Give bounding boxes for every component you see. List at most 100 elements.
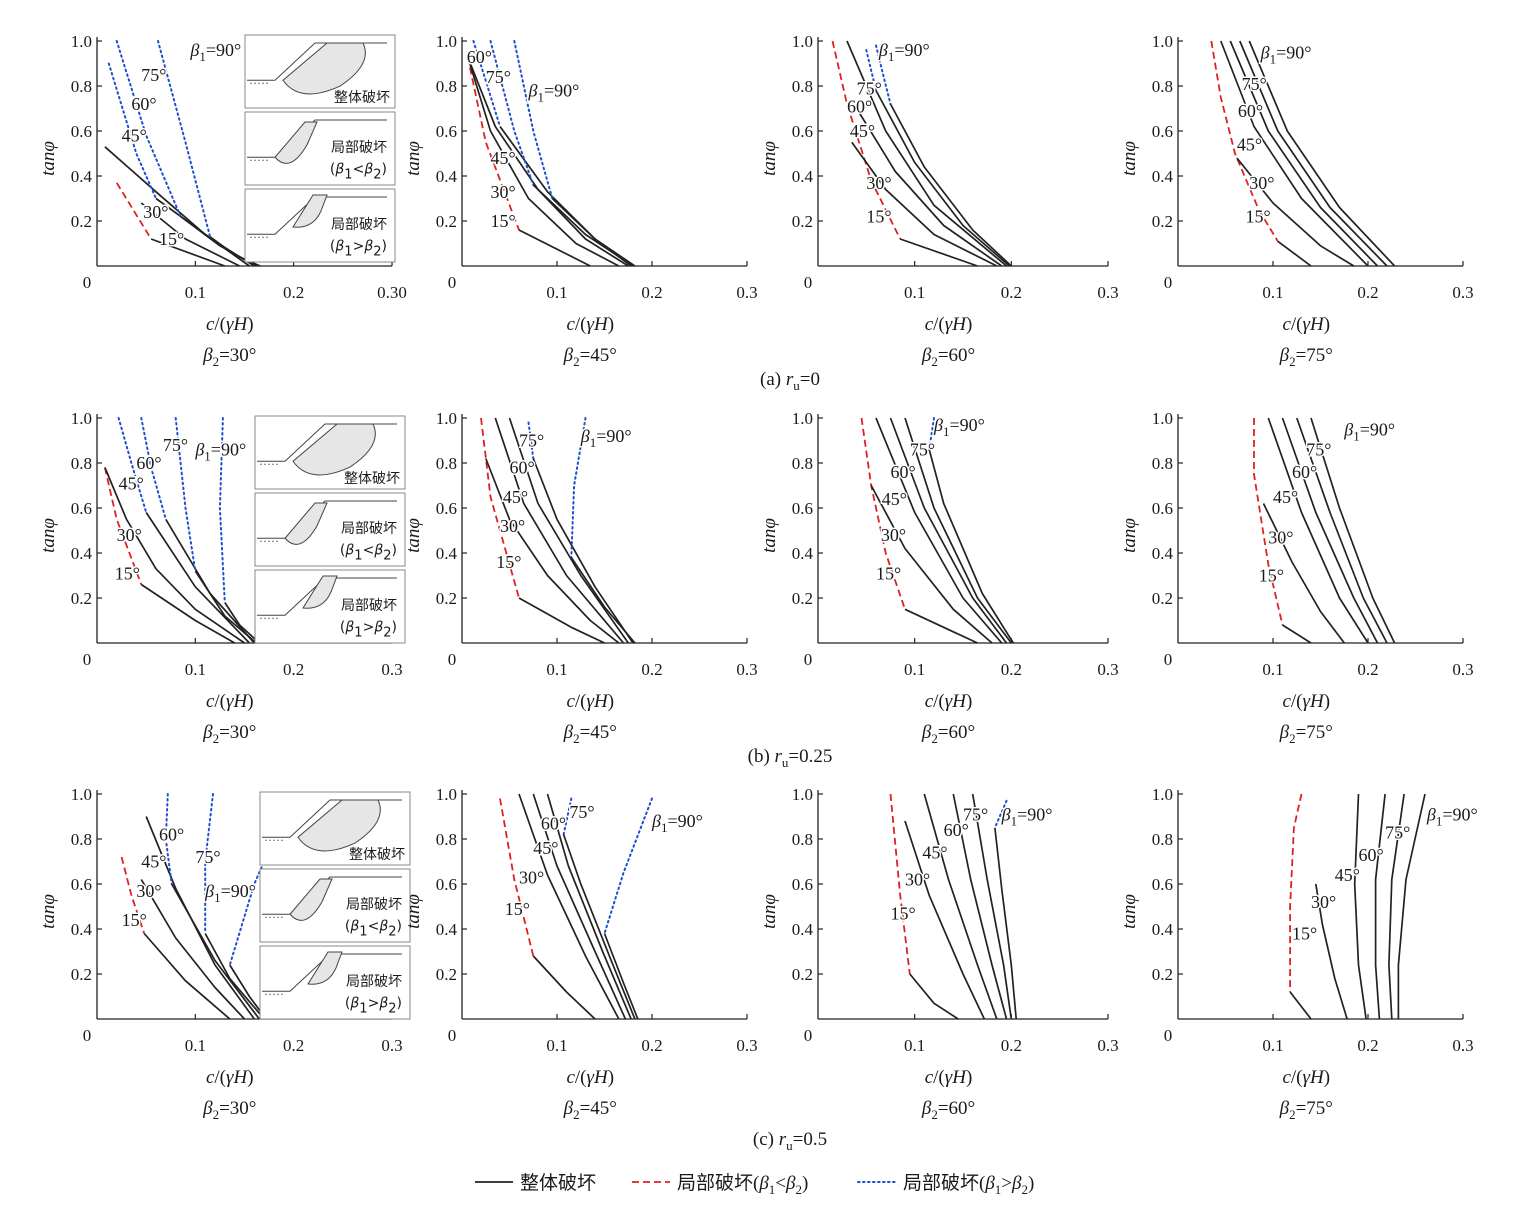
y-tick-label: 0.6 (1152, 499, 1173, 518)
series-beta1-15 (1289, 793, 1312, 1020)
curve-segment-dotted (489, 40, 535, 186)
curve-label: 45° (122, 126, 147, 146)
y-tick-label: 0.6 (1152, 122, 1173, 141)
row-c: 0.2 0.4 0.6 0.8 1.0 0 0.1 0.2 0.3 tanφ c/(γH) β2​=3… (38, 785, 1479, 1153)
origin-label: 0 (83, 650, 92, 669)
curve-label: 45° (491, 148, 516, 168)
curve-segment-solid (562, 834, 636, 1020)
curve-segment-solid (846, 40, 1008, 267)
series-beta1-45 (923, 793, 998, 1020)
curve-label: 45° (533, 838, 558, 858)
y-tick-label: 0.2 (436, 589, 457, 608)
y-tick-label: 0.8 (436, 830, 457, 849)
inset-label-overall: 整体破坏 (334, 90, 390, 106)
series-beta1-45 (875, 417, 1003, 644)
curve-segment-solid (928, 449, 1015, 644)
series-beta1-90 (603, 797, 653, 1020)
y-axis-label: tanφ (403, 518, 424, 553)
y-tick-label: 1.0 (71, 32, 92, 51)
series-beta1-60 (1374, 793, 1386, 1020)
curve-segment-dotted (107, 62, 157, 200)
curve-segment-solid (508, 417, 629, 644)
series-beta1-30 (140, 879, 246, 1020)
x-axis-label: c/(γH) (925, 691, 973, 712)
curve-label: 45° (503, 487, 528, 507)
x-tick-label: 0.3 (736, 660, 757, 679)
series-beta1-75 (1239, 40, 1388, 267)
y-tick-label: 1.0 (71, 785, 92, 804)
curve-label: 45° (141, 852, 166, 872)
series-beta1-75 (971, 793, 1013, 1020)
y-tick-label: 0.6 (792, 122, 813, 141)
y-tick-label: 0.8 (1152, 77, 1173, 96)
curve-segment-solid (140, 583, 236, 644)
series-beta1-75 (562, 797, 636, 1020)
y-tick-label: 0.8 (436, 454, 457, 473)
y-tick-label: 0.8 (792, 454, 813, 473)
curve-segment-dotted (472, 40, 501, 128)
series-beta1-45 (532, 793, 627, 1020)
panel-b-2: 0.2 0.4 0.6 0.8 1.0 0 0.1 0.2 0.3 tanφ c/(γH) β2​=4… (403, 409, 758, 746)
x-tick-label: 0.2 (1001, 283, 1022, 302)
y-tick-label: 0.4 (436, 920, 458, 939)
y-tick-label: 0.4 (792, 167, 814, 186)
y-tick-label: 0.6 (792, 875, 813, 894)
series-beta1-30 (485, 458, 620, 644)
curve-segment-solid (870, 485, 993, 644)
curve-segment-dashed (860, 417, 906, 610)
curve-segment-dashed (831, 40, 902, 240)
y-tick-label: 0.6 (436, 499, 457, 518)
curve-segment-solid (1310, 417, 1396, 644)
curve-segment-solid (466, 56, 620, 267)
curve-label: 45° (1273, 487, 1298, 507)
curve-segment-solid (889, 103, 1012, 267)
inset-label-local: 局部破坏 (331, 140, 387, 156)
legend-entry-dotted: 局部破坏(β1​>β2​) (857, 1172, 1034, 1197)
inset-label-local: 局部破坏 (341, 521, 397, 537)
panel-subtitle: β2​=60° (921, 722, 975, 746)
curve-label: β1​=90° (528, 81, 580, 105)
x-tick-label: 0.2 (283, 283, 304, 302)
y-tick-label: 0.4 (792, 544, 814, 563)
y-tick-label: 0.6 (792, 499, 813, 518)
y-tick-label: 0.4 (1152, 167, 1174, 186)
curve-segment-dotted (928, 417, 935, 451)
curve-segment-solid (518, 229, 591, 267)
x-tick-label: 0.3 (1097, 283, 1118, 302)
curve-segment-solid (1353, 793, 1367, 1020)
curve-segment-solid (518, 597, 605, 644)
x-tick-label: 0.1 (546, 660, 567, 679)
curve-label: 15° (491, 211, 516, 231)
y-tick-label: 1.0 (1152, 32, 1173, 51)
inset-box-1: 整体破坏 (259, 791, 411, 866)
curve-segment-solid (889, 417, 1008, 644)
curve-segment-solid (145, 512, 251, 644)
curve-segment-solid (1314, 883, 1348, 1020)
curve-segment-solid (143, 932, 231, 1020)
curve-label: 15° (1259, 566, 1284, 586)
y-tick-label: 0.8 (71, 830, 92, 849)
curve-label: 75° (195, 847, 220, 867)
origin-label: 0 (83, 273, 92, 292)
series-beta1-75 (1295, 417, 1388, 644)
curve-label: 60° (467, 47, 492, 67)
curve-segment-solid (204, 933, 265, 1020)
panel-a-2: 0.2 0.4 0.6 0.8 1.0 0 0.1 0.2 0.3 tanφ c/(γH) β2​=4… (403, 32, 758, 369)
curve-segment-dashed (120, 856, 146, 934)
inset-box-3: 局部破坏 (β1​>β2​) (244, 188, 396, 263)
curve-label: 75° (569, 802, 594, 822)
curve-label: 75° (910, 440, 935, 460)
curve-label: 15° (496, 552, 521, 572)
origin-label: 0 (1164, 273, 1173, 292)
series-beta1-60 (164, 793, 260, 1020)
curve-segment-dashed (889, 793, 911, 975)
x-axis-label: c/(γH) (1282, 691, 1330, 712)
panel-b-3: 0.2 0.4 0.6 0.8 1.0 0 0.1 0.2 0.3 tanφ c/(γH) β2​=6… (759, 409, 1119, 746)
inset-label-condition: (β1​<β2​) (340, 542, 397, 563)
curve-label: 15° (866, 207, 891, 227)
inset-label-condition: (β1​>β2​) (345, 995, 402, 1016)
x-tick-label: 0.3 (736, 283, 757, 302)
panel-subtitle: β2​=45° (563, 722, 617, 746)
x-tick-label: 0.1 (185, 283, 206, 302)
